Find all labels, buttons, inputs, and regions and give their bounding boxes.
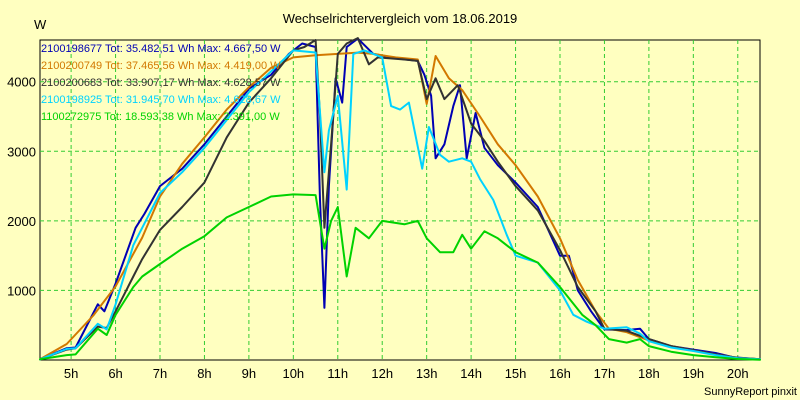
series-line-5 bbox=[39, 193, 761, 361]
x-tick-label: 18h bbox=[638, 366, 660, 381]
legend-entry: 2100198925 Tot: 31.945,70 Wh Max: 4.628,… bbox=[41, 94, 281, 106]
legend-entry: 2100200683 Tot: 33.907,17 Wh Max: 4.628,… bbox=[41, 77, 281, 89]
series-lines bbox=[39, 37, 761, 361]
x-tick-label: 9h bbox=[242, 366, 256, 381]
x-tick-label: 14h bbox=[460, 366, 482, 381]
x-tick-label: 7h bbox=[153, 366, 167, 381]
y-tick-label: 3000 bbox=[7, 144, 36, 159]
x-tick-label: 20h bbox=[727, 366, 749, 381]
legend: 2100198677 Tot: 35.482,51 Wh Max: 4.667,… bbox=[41, 43, 281, 123]
chart-title: Wechselrichtervergleich vom 18.06.2019 bbox=[283, 11, 518, 26]
y-tick-label: 1000 bbox=[7, 283, 36, 298]
x-tick-label: 6h bbox=[108, 366, 122, 381]
series-line-2 bbox=[39, 51, 761, 361]
y-axis-ticks: 1000 2000 3000 4000 bbox=[7, 75, 36, 299]
x-tick-label: 12h bbox=[371, 366, 393, 381]
x-tick-label: 10h bbox=[282, 366, 304, 381]
legend-entry: 1100272975 Tot: 18.593,38 Wh Max: 2.391,… bbox=[41, 111, 280, 123]
x-axis-ticks: 5h 6h 7h 8h 9h 10h 11h 12h 13h 14h 15h 16h 17h 18h 19h… bbox=[64, 366, 749, 381]
x-tick-label: 8h bbox=[197, 366, 211, 381]
x-tick-label: 16h bbox=[549, 366, 571, 381]
x-tick-label: 13h bbox=[416, 366, 438, 381]
series-line-4 bbox=[39, 49, 761, 361]
x-tick-label: 15h bbox=[505, 366, 527, 381]
y-axis-unit-label: W bbox=[34, 17, 47, 32]
x-tick-label: 11h bbox=[327, 366, 348, 381]
legend-entry: 2100200749 Tot: 37.465,56 Wh Max: 4.419,… bbox=[41, 60, 281, 72]
footer-credit: SunnyReport pinxit bbox=[704, 386, 797, 398]
grid-lines bbox=[40, 40, 760, 360]
x-tick-label: 5h bbox=[64, 366, 78, 381]
y-tick-label: 4000 bbox=[7, 75, 36, 90]
legend-entry: 2100198677 Tot: 35.482,51 Wh Max: 4.667,… bbox=[41, 43, 281, 55]
x-tick-label: 19h bbox=[682, 366, 704, 381]
y-tick-label: 2000 bbox=[7, 214, 36, 229]
x-tick-label: 17h bbox=[594, 366, 616, 381]
series-line-3 bbox=[39, 37, 761, 361]
